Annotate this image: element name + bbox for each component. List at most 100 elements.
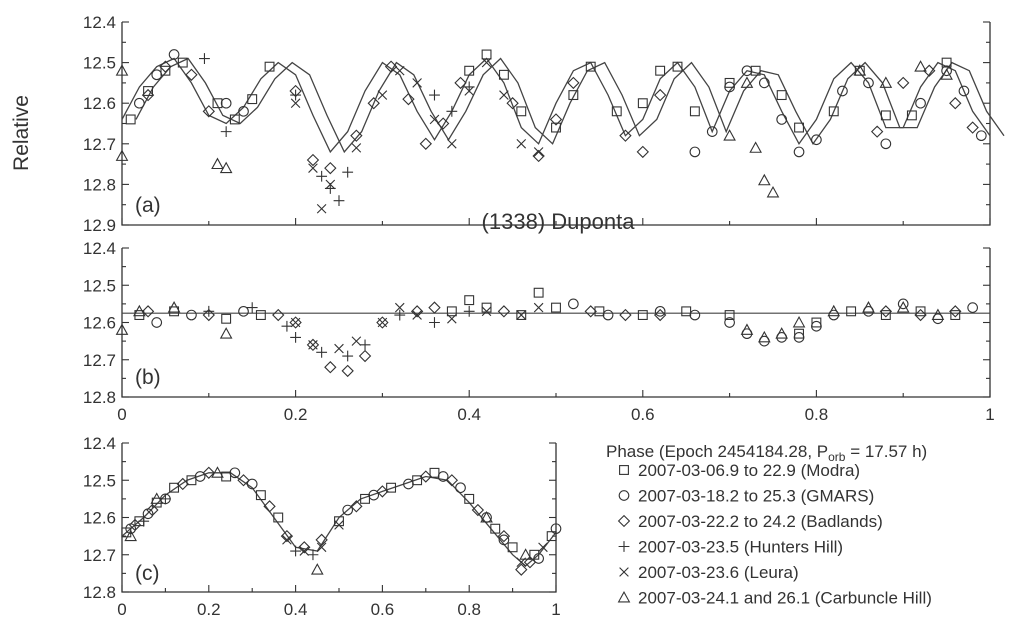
data-point [519, 548, 532, 560]
data-point [636, 145, 649, 159]
data-point [324, 361, 337, 374]
data-point [203, 305, 215, 317]
data-point [757, 330, 771, 343]
data-point [506, 97, 519, 110]
data-point [307, 549, 319, 561]
data-point [532, 149, 545, 163]
data-point [315, 533, 328, 547]
data-point [516, 139, 527, 149]
y-tick-label: 12.5 [83, 471, 116, 490]
y-tick-label: 12.7 [83, 135, 116, 154]
y-tick-label: 12.4 [83, 13, 116, 32]
data-point [471, 503, 485, 517]
data-point [533, 287, 544, 298]
data-point [446, 105, 458, 117]
y-tick-label: 12.4 [83, 239, 116, 258]
x-tick-label: 0.2 [197, 600, 221, 619]
data-point [863, 77, 874, 89]
legend-entry: 2007-03-23.6 (Leura) [619, 563, 799, 582]
series-square [121, 467, 557, 560]
data-point [655, 65, 666, 76]
model-curve-shifted [135, 57, 1005, 154]
data-point [689, 146, 701, 158]
data-point [429, 467, 440, 478]
data-point [724, 310, 735, 320]
data-point [949, 97, 962, 110]
data-point [186, 475, 197, 486]
data-point [464, 493, 475, 504]
data-point [794, 122, 804, 133]
data-point [428, 301, 441, 314]
legend-entry: 2007-03-24.1 and 26.1 (Carbuncle Hill) [617, 589, 932, 608]
data-point [402, 92, 415, 106]
series-diamond [128, 466, 537, 576]
series-plus [138, 493, 319, 561]
data-point [498, 534, 510, 546]
data-point [516, 310, 527, 320]
data-point [653, 88, 667, 102]
data-point [350, 500, 363, 513]
data-point [758, 77, 770, 89]
axis-frame [121, 248, 991, 398]
data-point [160, 65, 171, 76]
data-point [533, 302, 544, 313]
data-point [146, 503, 159, 517]
data-point [455, 482, 466, 494]
data-point [194, 471, 206, 482]
data-point [931, 308, 945, 320]
diamond-icon [617, 514, 631, 528]
data-point [412, 78, 422, 88]
data-point [281, 320, 293, 332]
data-point [376, 316, 389, 329]
x-tick-label: 0.8 [457, 600, 481, 619]
data-point [290, 545, 301, 557]
data-point [290, 98, 301, 108]
data-point [134, 97, 145, 109]
data-point [437, 471, 449, 482]
data-point [324, 161, 337, 175]
data-point [689, 106, 700, 117]
data-point [202, 105, 215, 118]
y-tick-label: 12.5 [83, 54, 116, 73]
y-tick-label: 12.7 [83, 351, 116, 370]
data-point [377, 90, 388, 100]
data-point [202, 308, 215, 322]
data-point [689, 309, 701, 321]
data-point [653, 308, 667, 322]
data-point [915, 306, 926, 317]
data-point [367, 97, 380, 110]
data-point [740, 76, 754, 88]
circle-icon [618, 490, 630, 501]
data-point [454, 76, 467, 90]
series-circle [134, 49, 987, 158]
x-tick-label: 0 [117, 405, 126, 424]
legend-label: 2007-03-22.2 to 24.2 (Badlands) [638, 512, 883, 531]
data-point [490, 523, 501, 534]
data-point [202, 466, 215, 479]
data-point [299, 546, 310, 556]
data-point [289, 316, 302, 329]
data-point [445, 474, 459, 487]
data-point [499, 90, 509, 100]
y-tick-label: 12.5 [83, 276, 116, 295]
data-point [151, 69, 163, 81]
data-point [447, 313, 457, 324]
data-point [793, 146, 805, 158]
legend-entries: 2007-03-06.9 to 22.9 (Modra) 2007-03-18.2… [617, 461, 932, 608]
legend-label: 2007-03-23.5 (Hunters Hill) [638, 538, 843, 557]
data-point [394, 309, 406, 321]
data-point [967, 302, 978, 313]
data-point [220, 126, 232, 138]
data-point [290, 89, 301, 101]
data-point [151, 317, 163, 328]
data-point [551, 122, 561, 133]
data-point [879, 76, 893, 88]
data-point [115, 149, 129, 161]
data-point [584, 305, 597, 318]
data-point [706, 126, 718, 137]
data-point [497, 529, 511, 543]
data-point [412, 475, 423, 486]
data-point [342, 350, 354, 362]
data-point [429, 89, 440, 101]
